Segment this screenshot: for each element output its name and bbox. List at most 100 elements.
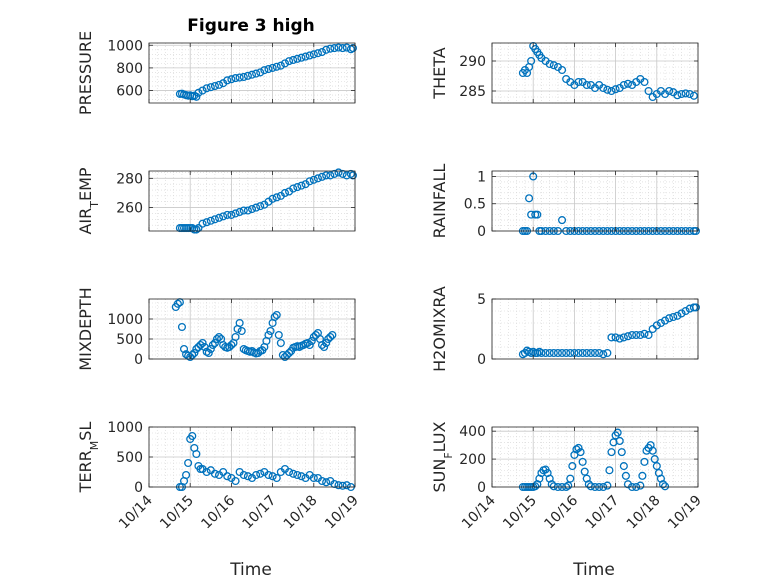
data-point — [243, 71, 252, 80]
data-point — [268, 472, 277, 481]
data-point — [599, 83, 608, 93]
data-point — [301, 52, 310, 61]
data-point — [607, 448, 616, 457]
data-point — [322, 45, 331, 54]
data-point — [615, 436, 624, 446]
data-point — [243, 472, 252, 481]
data-point — [330, 44, 339, 53]
y-tick-label: 0 — [477, 352, 486, 368]
data-point — [214, 213, 224, 222]
data-point — [640, 457, 649, 466]
data-point — [673, 91, 682, 100]
data-point — [307, 336, 316, 346]
data-point — [194, 224, 203, 233]
y-tick-label: 1000 — [107, 312, 143, 328]
y-axis-label: SUNFLUX — [430, 421, 455, 492]
y-tick-label: 285 — [459, 84, 486, 100]
x-axis-label-right: Time — [572, 560, 615, 580]
data-point — [192, 344, 201, 354]
data-point — [202, 218, 211, 227]
data-point — [322, 338, 331, 348]
data-point — [586, 482, 595, 491]
data-point — [231, 74, 240, 83]
data-point — [252, 470, 261, 480]
data-point — [204, 348, 213, 358]
data-point — [223, 210, 232, 219]
data-point — [192, 92, 201, 101]
data-point — [285, 348, 294, 358]
data-point — [219, 212, 228, 221]
data-point — [611, 85, 620, 94]
y-tick-label: 0 — [134, 352, 143, 368]
axes-box — [491, 42, 699, 104]
data-point — [285, 57, 294, 66]
y-tick-label: 0.5 — [464, 197, 486, 213]
data-point — [541, 348, 550, 358]
data-point — [617, 448, 626, 457]
y-axis-label: TERRMSL — [76, 422, 101, 494]
axes-box — [148, 298, 356, 360]
data-point — [656, 318, 665, 328]
y-tick-label: 600 — [116, 84, 143, 100]
y-tick-label: 1 — [477, 169, 486, 185]
data-point — [231, 209, 240, 218]
x-tick-label: 10/17 — [240, 493, 280, 533]
data-point — [285, 467, 294, 477]
data-point — [208, 340, 217, 350]
data-point — [689, 91, 698, 100]
data-point — [309, 50, 318, 59]
data-point — [317, 476, 327, 486]
data-point — [533, 210, 542, 219]
y-tick-label: 500 — [116, 332, 143, 348]
data-point — [196, 340, 205, 350]
data-point — [297, 472, 306, 481]
data-point — [198, 219, 207, 228]
data-point — [545, 348, 554, 358]
data-point — [660, 482, 670, 491]
data-point — [611, 333, 620, 342]
data-point — [320, 342, 329, 352]
data-point — [227, 340, 236, 350]
x-tick-label: 10/17 — [583, 493, 623, 533]
data-point — [669, 312, 678, 322]
data-point — [603, 481, 612, 490]
y-tick-label: 280 — [116, 171, 143, 187]
data-point — [264, 64, 273, 74]
data-point — [603, 348, 612, 358]
data-point — [677, 309, 686, 318]
data-point — [214, 332, 224, 342]
data-point — [636, 330, 645, 340]
data-point — [231, 332, 240, 342]
data-point — [190, 348, 199, 358]
data-point — [537, 348, 546, 358]
data-point — [644, 86, 653, 96]
data-point — [212, 334, 222, 344]
data-point — [605, 466, 614, 475]
data-point — [623, 332, 633, 341]
data-point — [227, 210, 236, 219]
data-point — [252, 203, 261, 212]
data-point — [280, 188, 290, 198]
data-point — [576, 448, 585, 457]
data-point — [272, 62, 281, 71]
data-point — [685, 89, 694, 99]
data-point — [206, 344, 215, 354]
data-point — [334, 43, 343, 52]
x-tick-label: 10/15 — [500, 493, 540, 533]
data-point — [235, 318, 244, 328]
data-point — [202, 467, 211, 477]
data-point — [628, 330, 637, 340]
data-point — [582, 80, 591, 90]
data-point — [324, 334, 333, 344]
data-point — [557, 348, 567, 358]
subplot-terr-msl: 0 500 1000 10/14 10/15 10/16 10/17 10/18 10/19 TE… — [76, 420, 362, 532]
data-point — [334, 168, 343, 177]
y-axis-label: AIRTEMP — [76, 167, 101, 234]
data-point — [206, 83, 215, 92]
data-point — [282, 350, 292, 360]
data-point — [644, 330, 653, 340]
data-point — [338, 169, 347, 178]
y-tick-label: 290 — [459, 54, 486, 70]
data-point — [562, 348, 571, 358]
